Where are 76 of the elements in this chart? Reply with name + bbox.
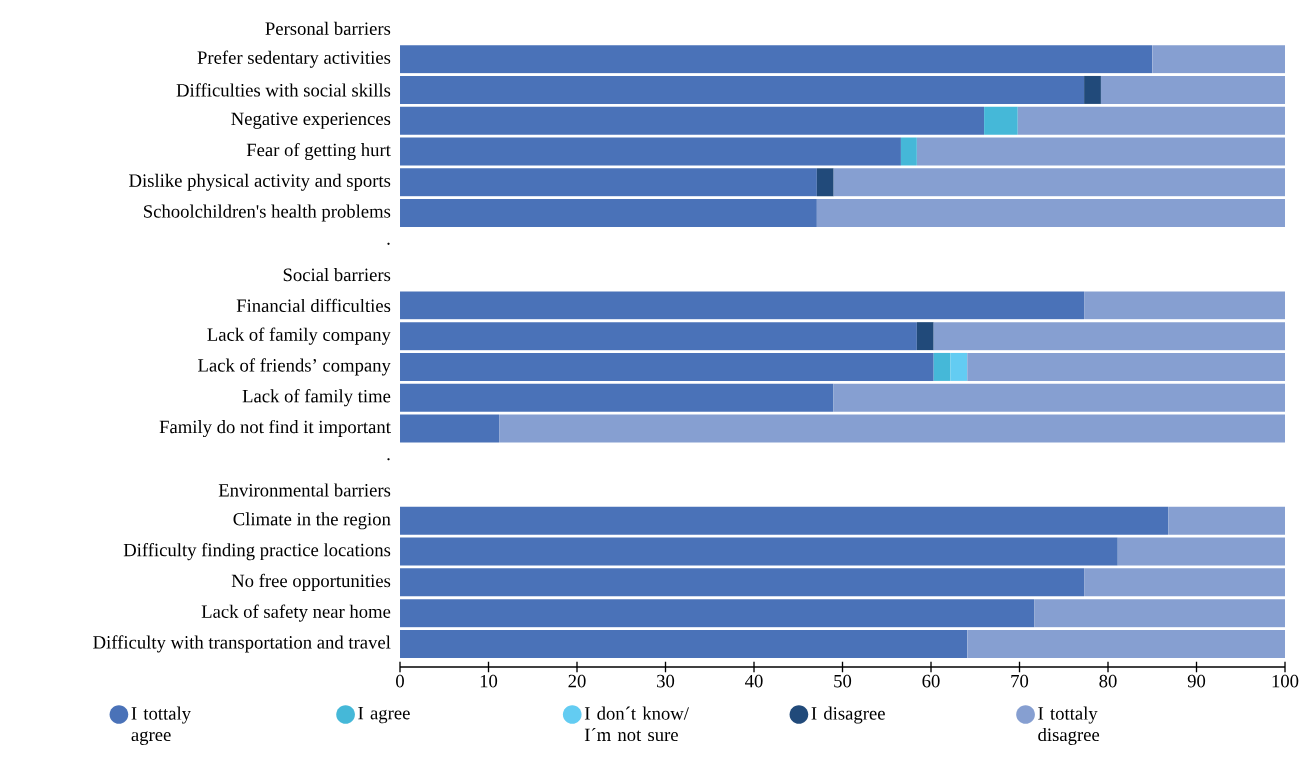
legend-label: I tottaly agree <box>131 706 191 745</box>
y-tick-label: Negative experiences <box>231 112 391 129</box>
bar <box>967 629 1286 658</box>
bar <box>400 537 1118 566</box>
y-tick-label: No free opportunities <box>231 573 391 591</box>
bar <box>400 291 1085 320</box>
bar <box>400 45 1153 74</box>
bar <box>400 599 1035 628</box>
bar <box>816 168 834 197</box>
legend-label: I agree <box>358 706 410 724</box>
bar <box>1084 291 1286 320</box>
bar <box>400 106 985 135</box>
bar <box>967 352 1286 381</box>
bar <box>400 568 1085 597</box>
y-tick-label: Difficulty finding practice locations <box>123 542 391 561</box>
x-tick-label: 40 <box>745 674 763 688</box>
bar <box>400 75 1085 104</box>
bar <box>400 168 817 197</box>
bar <box>400 629 968 658</box>
legend-label: I disagree <box>811 706 885 724</box>
bar <box>400 322 917 351</box>
y-tick-label: Lack of safety near home <box>201 604 391 622</box>
y-tick-label: Schoolchildren's health problems <box>144 204 391 222</box>
y-tick-label: Financial difficulties <box>236 298 391 313</box>
legend-label: I tottaly disagree <box>1038 706 1100 745</box>
bar <box>400 199 817 228</box>
y-tick-label: Lack of friends’ company <box>198 358 391 376</box>
x-tick-label: 100 <box>1272 674 1299 688</box>
x-tick-label: 30 <box>657 674 675 688</box>
bar <box>1034 599 1286 628</box>
x-tick-label: 60 <box>922 674 940 688</box>
y-tick-label: Fear of getting hurt <box>246 142 391 161</box>
bar <box>1084 75 1101 104</box>
bar <box>1084 568 1286 597</box>
bar <box>900 137 917 166</box>
y-tick-label: Difficulties with social skills <box>176 83 391 97</box>
x-tick-label: 20 <box>568 674 586 688</box>
y-tick-label: Personal barriers <box>265 21 391 35</box>
bar <box>400 383 834 412</box>
bar <box>916 137 1286 166</box>
legend-label: I don´t know/ I´m not sure <box>584 706 689 742</box>
y-tick-label: Social barriers <box>283 268 391 282</box>
bar <box>833 383 1286 412</box>
bar <box>1152 45 1286 74</box>
bar <box>400 137 901 166</box>
bar <box>1168 506 1286 535</box>
y-tick-label: Lack of family company <box>207 327 391 345</box>
y-tick-label: Climate in the region <box>233 512 391 530</box>
y-tick-label: . <box>387 242 390 245</box>
x-tick-label: 50 <box>834 674 852 688</box>
bar <box>1117 537 1286 566</box>
bar <box>1017 106 1286 135</box>
bar <box>933 322 1286 351</box>
y-tick-label: Lack of family time <box>242 389 391 407</box>
bar <box>984 106 1018 135</box>
x-tick-label: 0 <box>396 674 404 688</box>
bar <box>400 414 500 443</box>
bar <box>499 414 1286 443</box>
bar <box>950 352 968 381</box>
bar <box>400 352 934 381</box>
y-tick-label: Dislike physical activity and sports <box>129 173 391 191</box>
bar <box>1100 75 1286 104</box>
bar <box>933 352 951 381</box>
x-tick-label: 10 <box>480 674 498 688</box>
y-tick-label: Environmental barriers <box>218 483 391 497</box>
y-tick-label: . <box>387 458 390 461</box>
bar <box>816 199 1286 228</box>
x-tick-label: 80 <box>1099 674 1117 688</box>
y-tick-label: Difficulty with transportation and travel <box>93 635 391 653</box>
y-tick-label: Prefer sedentary activities <box>197 50 391 68</box>
y-tick-label: Family do not find it important <box>159 419 391 438</box>
x-tick-label: 90 <box>1187 674 1206 688</box>
x-tick-label: 70 <box>1011 674 1029 688</box>
bar <box>833 168 1286 197</box>
bar <box>916 322 934 351</box>
bar <box>400 506 1169 535</box>
